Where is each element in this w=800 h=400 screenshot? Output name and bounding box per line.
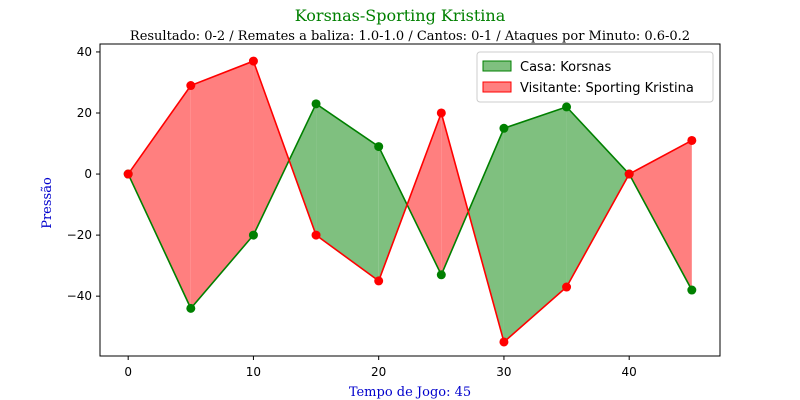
y-tick-label: 20: [77, 106, 92, 120]
fill-home-advantage: [468, 128, 504, 342]
legend-swatch-away: [482, 81, 512, 93]
fill-home-advantage: [289, 103, 317, 236]
fill-home-advantage: [503, 106, 567, 342]
data-point-home: [186, 303, 196, 313]
legend: Casa: Korsnas Visitante: Sporting Kristi…: [476, 51, 714, 103]
data-point-away: [624, 169, 634, 179]
legend-label-away: Visitante: Sporting Kristina: [520, 81, 694, 96]
x-tick-label: 30: [496, 365, 511, 379]
x-tick-label: 20: [371, 365, 386, 379]
fill-home-advantage: [316, 103, 379, 281]
data-point-away: [499, 337, 509, 347]
fill-away-advantage: [190, 61, 254, 309]
x-tick-label: 10: [246, 365, 261, 379]
data-point-away: [562, 282, 572, 292]
data-point-home: [436, 270, 446, 280]
fill-away-advantage: [128, 85, 191, 309]
legend-label-home: Casa: Korsnas: [520, 60, 611, 75]
series-lines: [127, 60, 693, 344]
chart-subtitle: Resultado: 0-2 / Remates a baliza: 1.0-1…: [130, 29, 690, 44]
y-tick-label: 40: [77, 45, 92, 59]
x-axis-label: Tempo de Jogo: 45: [349, 385, 471, 400]
data-point-away: [687, 135, 697, 145]
fill-away-advantage: [253, 61, 290, 236]
data-point-home: [374, 142, 384, 152]
x-axis: 0 10 20 30 40: [124, 356, 637, 379]
fill-home-advantage: [378, 146, 408, 281]
fill-away-advantage: [629, 140, 692, 291]
data-point-away: [248, 56, 258, 66]
y-tick-label: −20: [67, 228, 92, 242]
data-point-home: [248, 230, 258, 240]
fill-regions: [128, 61, 692, 342]
y-tick-label: 0: [84, 167, 92, 181]
data-point-home: [311, 99, 321, 109]
series-line-away: [127, 60, 693, 344]
series-line-home: [127, 102, 693, 310]
data-point-home: [499, 123, 509, 133]
data-point-away: [374, 276, 384, 286]
data-point-away: [311, 230, 321, 240]
data-point-away: [123, 169, 133, 179]
fill-away-advantage: [407, 112, 442, 275]
legend-box: [476, 51, 714, 103]
legend-swatch-home: [482, 60, 512, 72]
data-point-home: [562, 102, 572, 112]
fill-home-advantage: [566, 106, 630, 288]
data-point-away: [436, 108, 446, 118]
fill-away-advantage: [441, 112, 469, 275]
y-tick-label: −40: [67, 289, 92, 303]
x-tick-label: 0: [124, 365, 132, 379]
x-tick-label: 40: [622, 365, 637, 379]
chart-title: Korsnas-Sporting Kristina: [295, 6, 506, 25]
y-axis: −40 −20 0 20 40: [67, 45, 100, 303]
series-points: [123, 56, 697, 347]
y-axis-label: Pressão: [40, 177, 55, 229]
data-point-home: [687, 285, 697, 295]
plot-frame: [99, 43, 721, 357]
data-point-away: [186, 81, 196, 91]
